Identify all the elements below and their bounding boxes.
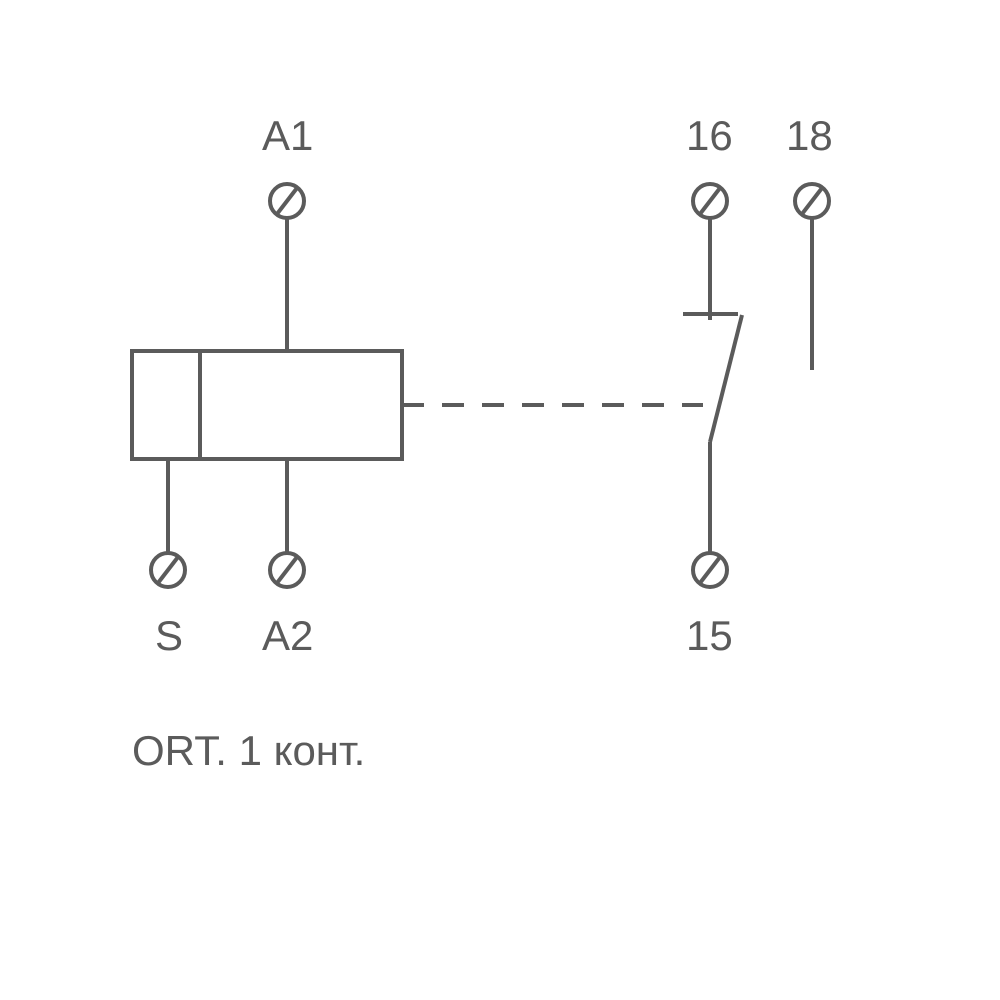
label-A1: A1 (262, 112, 313, 159)
label-S: S (155, 612, 183, 659)
label-15: 15 (686, 612, 733, 659)
background (0, 0, 1000, 1000)
caption: ORT. 1 конт. (132, 727, 365, 774)
label-16: 16 (686, 112, 733, 159)
label-18: 18 (786, 112, 833, 159)
label-A2: A2 (262, 612, 313, 659)
relay-schematic: A1 S A2 16 18 15 ORT. 1 конт. (0, 0, 1000, 1000)
